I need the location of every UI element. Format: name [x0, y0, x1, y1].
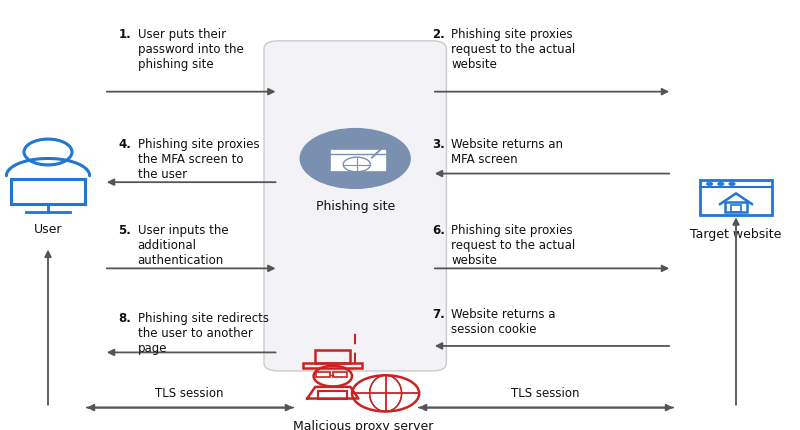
Text: 7.: 7. — [432, 307, 445, 320]
Bar — [700, 181, 772, 215]
Text: 2.: 2. — [432, 28, 445, 41]
FancyBboxPatch shape — [264, 42, 446, 371]
Bar — [315, 350, 350, 363]
Text: Phishing site redirects
the user to another
page: Phishing site redirects the user to anot… — [138, 312, 269, 355]
Text: User puts their
password into the
phishing site: User puts their password into the phishi… — [138, 28, 243, 71]
Text: Phishing site proxies
request to the actual
website: Phishing site proxies request to the act… — [451, 28, 575, 71]
Text: Website returns a
session cookie: Website returns a session cookie — [451, 307, 556, 335]
Text: User inputs the
additional
authentication: User inputs the additional authenticatio… — [138, 224, 228, 267]
Bar — [316, 372, 330, 378]
Text: 3.: 3. — [432, 138, 445, 150]
Text: 8.: 8. — [118, 312, 131, 325]
Text: Phishing site: Phishing site — [315, 200, 395, 213]
Text: Website returns an
MFA screen: Website returns an MFA screen — [451, 138, 563, 166]
Text: 4.: 4. — [118, 138, 131, 150]
Text: Phishing site proxies
request to the actual
website: Phishing site proxies request to the act… — [451, 224, 575, 267]
Circle shape — [706, 183, 713, 186]
Text: 1.: 1. — [118, 28, 131, 41]
Text: User: User — [34, 222, 62, 235]
Circle shape — [729, 183, 735, 186]
Bar — [333, 372, 347, 378]
Bar — [303, 363, 362, 369]
Text: Malicious proxy server: Malicious proxy server — [293, 419, 434, 430]
Bar — [11, 179, 85, 204]
Bar — [731, 206, 741, 213]
Bar — [725, 203, 747, 213]
Text: 6.: 6. — [432, 224, 445, 236]
Circle shape — [301, 130, 410, 188]
Text: Phishing site proxies
the MFA screen to
the user: Phishing site proxies the MFA screen to … — [138, 138, 259, 181]
Text: TLS session: TLS session — [511, 386, 580, 399]
Bar — [330, 149, 387, 172]
Text: Target website: Target website — [690, 228, 782, 241]
Bar — [318, 391, 347, 399]
Text: 5.: 5. — [118, 224, 131, 236]
Circle shape — [718, 183, 724, 186]
Text: TLS session: TLS session — [155, 386, 224, 399]
